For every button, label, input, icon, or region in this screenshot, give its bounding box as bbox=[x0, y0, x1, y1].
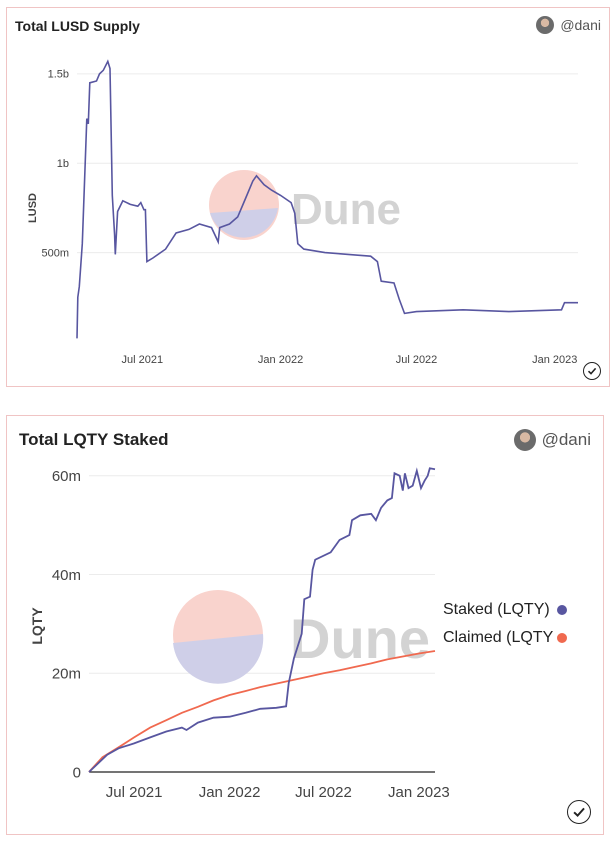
author-name: @dani bbox=[560, 17, 601, 33]
x-tick-label: Jul 2022 bbox=[295, 784, 352, 801]
x-tick-label: Jan 2023 bbox=[388, 784, 450, 801]
series-line-claimed bbox=[88, 650, 436, 773]
lqty-staked-chart: Dune 0 20m 40m 60m Jul 2021 Jan 2022 Jul 2022… bbox=[29, 467, 450, 801]
legend-dot bbox=[557, 633, 567, 643]
author-link[interactable]: @dani bbox=[513, 429, 591, 451]
legend-item-claimed[interactable]: Claimed (LQTY) bbox=[443, 624, 567, 652]
x-tick-label: Jan 2022 bbox=[199, 784, 261, 801]
check-icon bbox=[567, 800, 591, 824]
panel-title: Total LUSD Supply bbox=[15, 18, 140, 34]
legend-label: Staked (LQTY) bbox=[443, 601, 550, 618]
series-line-staked bbox=[88, 467, 436, 773]
y-tick-label: 1.5b bbox=[48, 69, 69, 81]
avatar bbox=[536, 16, 555, 34]
y-tick-label: 1b bbox=[57, 158, 69, 170]
series-line-lusd-supply bbox=[76, 59, 578, 339]
panel-title: Total LQTY Staked bbox=[19, 430, 169, 449]
y-tick-label: 500m bbox=[41, 247, 69, 259]
y-tick-label: 0 bbox=[73, 764, 81, 781]
x-tick-label: Jan 2023 bbox=[532, 354, 577, 366]
lqty-staked-panel: Total LQTY Staked @dani Dune 0 20m 40m 60m … bbox=[6, 415, 604, 835]
x-tick-label: Jan 2022 bbox=[258, 354, 303, 366]
author-link[interactable]: @dani bbox=[536, 16, 601, 34]
y-tick-label: 20m bbox=[52, 666, 81, 683]
legend-item-staked[interactable]: Staked (LQTY) bbox=[443, 596, 567, 624]
y-tick-label: 60m bbox=[52, 468, 81, 485]
avatar bbox=[513, 429, 536, 451]
watermark-text: Dune bbox=[291, 185, 401, 234]
author-name: @dani bbox=[541, 430, 591, 449]
lusd-supply-chart: Dune 500m 1b 1.5b Jul 2021 Jan 2022 Jul 2022… bbox=[27, 59, 578, 366]
y-tick-label: 40m bbox=[52, 567, 81, 584]
y-axis-label: LUSD bbox=[27, 193, 39, 223]
y-axis-label: LQTY bbox=[29, 607, 45, 645]
check-icon bbox=[583, 362, 601, 380]
x-tick-label: Jul 2021 bbox=[122, 354, 164, 366]
dune-watermark: Dune bbox=[209, 170, 401, 240]
dune-watermark: Dune bbox=[173, 590, 430, 684]
lusd-supply-panel: Total LUSD Supply @dani Dune 500m 1b 1.5b … bbox=[6, 7, 610, 387]
legend-dot bbox=[557, 605, 567, 615]
x-tick-label: Jul 2021 bbox=[106, 784, 163, 801]
chart-legend: Staked (LQTY) Claimed (LQTY) bbox=[443, 596, 567, 652]
legend-label: Claimed (LQTY) bbox=[443, 629, 553, 646]
x-tick-label: Jul 2022 bbox=[396, 354, 438, 366]
watermark-text: Dune bbox=[290, 607, 430, 670]
